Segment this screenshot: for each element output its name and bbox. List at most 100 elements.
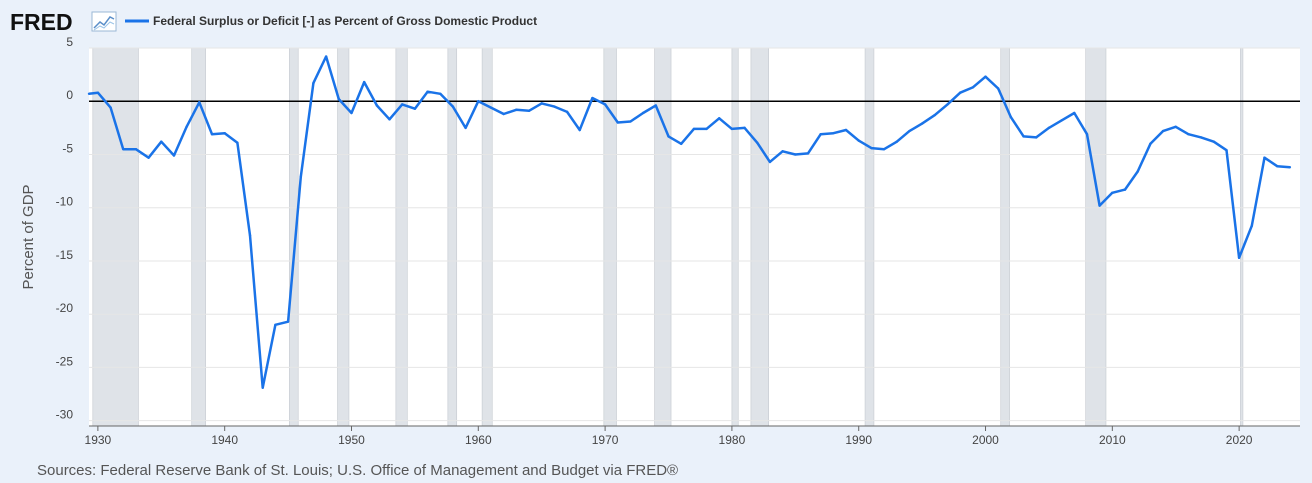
- data-point[interactable]: [781, 150, 784, 153]
- data-point[interactable]: [1275, 164, 1279, 168]
- data-point[interactable]: [324, 55, 328, 58]
- data-point[interactable]: [350, 111, 353, 115]
- data-point[interactable]: [705, 127, 708, 131]
- data-point[interactable]: [1009, 116, 1013, 119]
- data-point[interactable]: [439, 92, 442, 95]
- data-point[interactable]: [1161, 129, 1165, 133]
- data-point[interactable]: [185, 125, 188, 128]
- data-point[interactable]: [160, 140, 163, 143]
- data-point[interactable]: [1225, 149, 1228, 152]
- data-point[interactable]: [1174, 125, 1177, 128]
- data-point[interactable]: [198, 101, 201, 104]
- data-point[interactable]: [464, 126, 467, 130]
- data-point[interactable]: [401, 103, 404, 106]
- data-point[interactable]: [730, 127, 734, 131]
- data-point[interactable]: [971, 86, 975, 89]
- data-point[interactable]: [1136, 170, 1139, 173]
- data-point[interactable]: [958, 91, 962, 94]
- data-point[interactable]: [1199, 136, 1203, 139]
- data-point[interactable]: [1111, 191, 1114, 195]
- data-point[interactable]: [1237, 256, 1241, 259]
- data-point[interactable]: [565, 110, 569, 114]
- x-tick-label: 1970: [592, 433, 619, 447]
- data-point[interactable]: [933, 113, 936, 117]
- data-point[interactable]: [743, 126, 746, 130]
- data-point[interactable]: [147, 156, 150, 159]
- data-point[interactable]: [286, 320, 290, 323]
- fred-logo[interactable]: FRED: [10, 9, 73, 35]
- data-point[interactable]: [667, 135, 670, 138]
- data-point[interactable]: [515, 108, 518, 111]
- data-point[interactable]: [1263, 156, 1266, 159]
- data-point[interactable]: [122, 147, 125, 151]
- data-point[interactable]: [920, 122, 924, 125]
- data-point[interactable]: [1149, 142, 1152, 146]
- data-point[interactable]: [87, 92, 91, 95]
- data-point[interactable]: [1123, 188, 1127, 191]
- data-point[interactable]: [908, 129, 911, 133]
- data-point[interactable]: [172, 154, 176, 157]
- data-point[interactable]: [109, 106, 112, 109]
- data-point[interactable]: [413, 107, 417, 110]
- data-point[interactable]: [96, 91, 100, 94]
- data-point[interactable]: [768, 160, 772, 164]
- data-point[interactable]: [946, 103, 949, 106]
- data-point[interactable]: [527, 109, 531, 113]
- data-point[interactable]: [553, 105, 556, 108]
- data-point[interactable]: [1060, 119, 1063, 122]
- data-point[interactable]: [1085, 133, 1089, 136]
- data-point[interactable]: [337, 97, 341, 101]
- data-point[interactable]: [1288, 166, 1292, 169]
- data-point[interactable]: [1047, 126, 1051, 130]
- data-point[interactable]: [477, 100, 480, 103]
- data-point[interactable]: [844, 128, 848, 132]
- data-point[interactable]: [832, 131, 835, 135]
- data-point[interactable]: [362, 80, 366, 84]
- data-point[interactable]: [718, 117, 721, 120]
- data-point[interactable]: [388, 118, 391, 121]
- data-point[interactable]: [1022, 135, 1025, 138]
- data-point[interactable]: [261, 386, 264, 389]
- data-point[interactable]: [223, 131, 226, 135]
- data-point[interactable]: [794, 153, 797, 156]
- series-line[interactable]: [88, 55, 1291, 389]
- x-tick-label: 1940: [211, 433, 238, 447]
- data-point[interactable]: [1212, 140, 1215, 143]
- data-point[interactable]: [603, 103, 607, 106]
- data-point[interactable]: [502, 112, 505, 116]
- data-point[interactable]: [857, 139, 860, 142]
- data-point[interactable]: [489, 106, 493, 109]
- data-point[interactable]: [299, 175, 302, 179]
- data-point[interactable]: [895, 140, 898, 143]
- data-point[interactable]: [984, 75, 987, 78]
- data-point[interactable]: [806, 152, 810, 155]
- data-point[interactable]: [274, 323, 277, 327]
- data-point[interactable]: [641, 111, 645, 115]
- data-point[interactable]: [692, 127, 696, 131]
- data-point[interactable]: [236, 141, 239, 144]
- data-point[interactable]: [426, 90, 429, 93]
- data-point[interactable]: [616, 121, 619, 124]
- data-point[interactable]: [1250, 224, 1254, 228]
- data-point[interactable]: [654, 104, 658, 107]
- data-point[interactable]: [819, 133, 822, 136]
- data-point[interactable]: [870, 146, 873, 150]
- data-point[interactable]: [540, 102, 543, 105]
- data-point[interactable]: [679, 142, 683, 146]
- data-point[interactable]: [997, 87, 1000, 90]
- data-point[interactable]: [1035, 136, 1038, 139]
- data-point[interactable]: [134, 147, 138, 151]
- data-point[interactable]: [882, 147, 886, 151]
- data-point[interactable]: [1073, 111, 1076, 115]
- data-point[interactable]: [629, 120, 632, 123]
- data-point[interactable]: [451, 105, 455, 108]
- data-point[interactable]: [1098, 204, 1101, 207]
- data-point[interactable]: [1187, 133, 1190, 136]
- data-point[interactable]: [591, 96, 594, 100]
- data-point[interactable]: [210, 133, 214, 136]
- data-point[interactable]: [248, 234, 252, 237]
- data-point[interactable]: [375, 104, 379, 107]
- data-point[interactable]: [578, 128, 581, 132]
- data-point[interactable]: [312, 81, 315, 85]
- data-point[interactable]: [756, 141, 759, 144]
